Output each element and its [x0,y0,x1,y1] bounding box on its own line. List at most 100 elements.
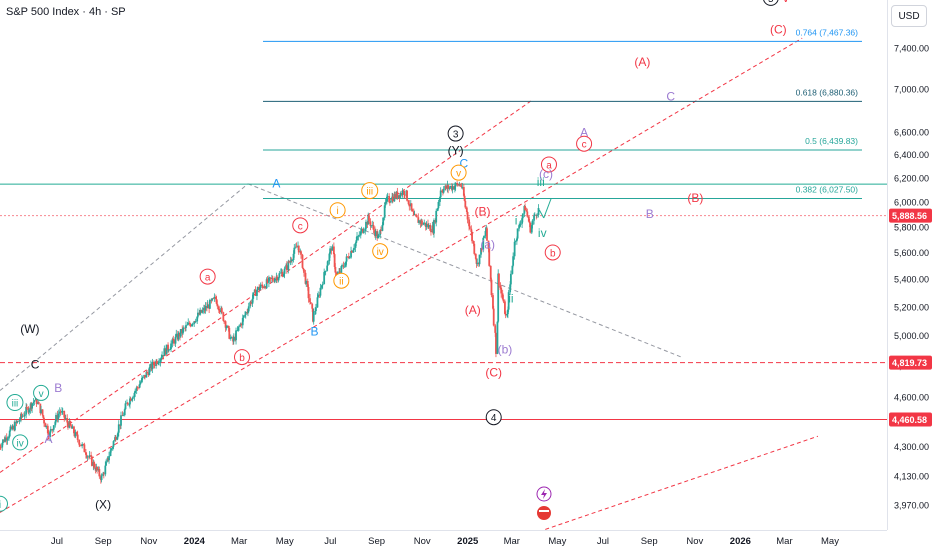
candle-body [43,418,45,423]
price-tag-12: 5,888.56 [892,211,927,221]
candle-body [494,325,496,333]
candle-body [125,403,127,409]
fib-label-1: 0.618 (6,880.36) [796,87,859,97]
price-tag-3: 4,460.58 [892,415,927,425]
candle-body [327,261,329,266]
candle-body [31,403,33,408]
candle-body [385,202,387,205]
candle-body [303,269,305,273]
wave-label-21: c [298,221,303,232]
candle-body [320,288,322,296]
fib-label-0: 0.764 (7,467.36) [796,27,859,37]
wave-label-15: B [646,207,654,221]
candle-body [7,438,9,440]
channel-middle-line [0,38,802,512]
candle-body [209,300,211,309]
candle-body [353,248,355,250]
candle-body [358,235,360,236]
time-tick-6: Jul [324,536,336,547]
candle-body [524,206,526,210]
price-tick-4: 4,600.00 [894,392,929,402]
time-tick-17: May [821,536,839,547]
candle-body [222,312,224,321]
candle-body [185,325,187,328]
candle-body [132,397,134,398]
time-tick-10: Mar [504,536,520,547]
candle-body [490,266,492,280]
candle-body [140,382,142,384]
wave-label-16: iv [538,226,547,240]
candle-body [373,225,375,230]
candle-body [274,279,276,282]
wave-labels-layer: 5V(C)(A)CAc3(Y)Cva(c)iii(B)BivbAiiiicivi… [0,0,790,520]
candle-body [469,226,471,228]
candle-body [500,288,502,294]
candle-body [475,254,477,259]
candle-body [333,246,335,254]
wave-label-34: ii [508,292,513,306]
candle-body [466,207,468,211]
currency-button[interactable]: USD [891,5,927,27]
wave-label-32: 4 [491,413,497,424]
wave-label-4: C [666,89,675,103]
candle-body [243,316,245,318]
projection-down-line [539,210,543,218]
price-tick-10: 5,600.00 [894,248,929,258]
chart-title: S&P 500 Index · 4h · SP [6,6,126,18]
candle-body [105,461,107,465]
candle-body [438,202,440,208]
candle-body [536,215,538,216]
candle-body [221,308,223,312]
candle-body [293,248,295,254]
wave-label-18: A [272,176,280,190]
candle-body [28,409,30,412]
candle-body [343,267,345,268]
candle-body [403,191,405,195]
candle-body [69,421,71,425]
flag-icon [537,506,551,520]
price-tick-16: 6,600.00 [894,127,929,137]
candle-body [24,415,26,417]
candle-body [84,444,86,452]
candle-body [168,350,170,351]
time-tick-14: Nov [686,536,703,547]
price-tick-1: 4,130.00 [894,472,929,482]
candle-body [104,466,106,475]
wave-label-40: A [45,432,53,446]
wave-label-28: (a) [480,238,495,252]
candle-body [195,321,197,322]
time-tick-15: 2026 [730,536,751,547]
candle-body [278,273,280,277]
projection-up-line [544,198,551,218]
time-tick-1: Sep [95,536,112,547]
wave-label-13: iii [537,175,545,189]
time-tick-5: May [276,536,294,547]
candle-body [313,312,315,322]
price-tick-14: 6,200.00 [894,173,929,183]
wave-label-39: iii [12,399,19,410]
candle-body [124,409,126,415]
wave-label-43: i [0,500,1,511]
candle-body [368,216,370,222]
candle-body [252,292,254,298]
candle-body [77,435,79,440]
candle-body [134,391,136,393]
candle-body [522,214,524,219]
time-tick-7: Sep [368,536,385,547]
price-tick-15: 6,400.00 [894,150,929,160]
candle-body [110,448,112,450]
candle-body [467,212,469,219]
candle-body [300,251,302,254]
wave-label-22: iv [377,247,384,258]
wave-label-33: i [515,213,518,227]
candle-body [291,260,293,261]
wave-label-41: iv [17,438,24,449]
candle-body [228,328,230,339]
candle-body [38,402,40,403]
drawing-lines-layer: 0.764 (7,467.36)0.618 (6,880.36)0.5 (6,4… [0,27,887,529]
